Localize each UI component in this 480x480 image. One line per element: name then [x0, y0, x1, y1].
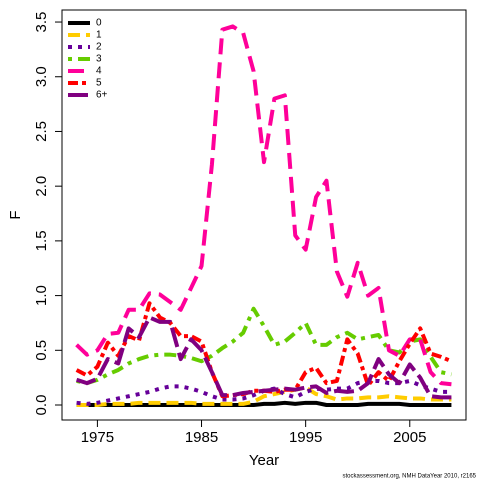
- x-tick-label: 1985: [185, 429, 218, 446]
- series-line: [76, 385, 452, 408]
- series-line: [75, 24, 452, 387]
- y-tick-label: 1.0: [33, 285, 50, 306]
- y-tick-label: 3.5: [33, 12, 50, 33]
- x-tick-label: 1975: [81, 429, 114, 446]
- series-line: [75, 315, 452, 400]
- y-tick-label: 1.5: [33, 230, 50, 251]
- series-line: [76, 400, 452, 408]
- x-tick-label: 1995: [289, 429, 322, 446]
- legend-label: 0: [96, 18, 102, 29]
- legend-label: 1: [96, 30, 102, 41]
- y-tick-label: 3.0: [33, 66, 50, 87]
- plot-frame: [61, 9, 467, 421]
- footer: stockassessment.org, NMH DataYear 2010, …: [342, 474, 476, 480]
- legend-label: 4: [96, 66, 102, 77]
- y-axis-title: F: [7, 210, 24, 219]
- legend-label: 6+: [96, 90, 108, 101]
- y-tick-label: 0.0: [33, 395, 50, 416]
- legend-label: 5: [96, 78, 102, 89]
- x-axis-title: Year: [249, 452, 279, 469]
- legend-label: 2: [96, 42, 102, 53]
- series-line: [76, 306, 452, 386]
- x-tick-label: 2005: [393, 429, 426, 446]
- y-tick-label: 2.5: [33, 121, 50, 142]
- y-tick-label: 2.0: [33, 176, 50, 197]
- legend-label: 3: [96, 54, 102, 65]
- y-tick-label: 0.5: [33, 340, 50, 361]
